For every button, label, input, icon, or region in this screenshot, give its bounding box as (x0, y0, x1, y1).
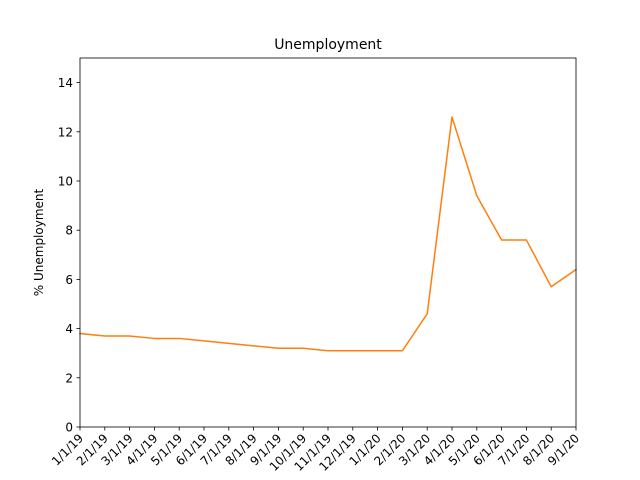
y-tick-label: 2 (65, 371, 73, 385)
y-tick-label: 12 (58, 125, 73, 139)
plot-area: 024681012141/1/192/1/193/1/194/1/195/1/1… (49, 57, 582, 474)
axes-frame (79, 57, 577, 428)
y-tick-label: 14 (58, 76, 73, 90)
y-tick-label: 4 (65, 322, 73, 336)
series-line (79, 116, 578, 352)
y-tick-label: 6 (65, 273, 73, 287)
y-tick-label: 8 (65, 224, 73, 238)
y-tick-label: 10 (58, 175, 73, 189)
y-tick-label: 0 (65, 421, 73, 435)
chart-title: Unemployment (274, 37, 382, 53)
y-axis-label: % Unemployment (32, 188, 46, 296)
